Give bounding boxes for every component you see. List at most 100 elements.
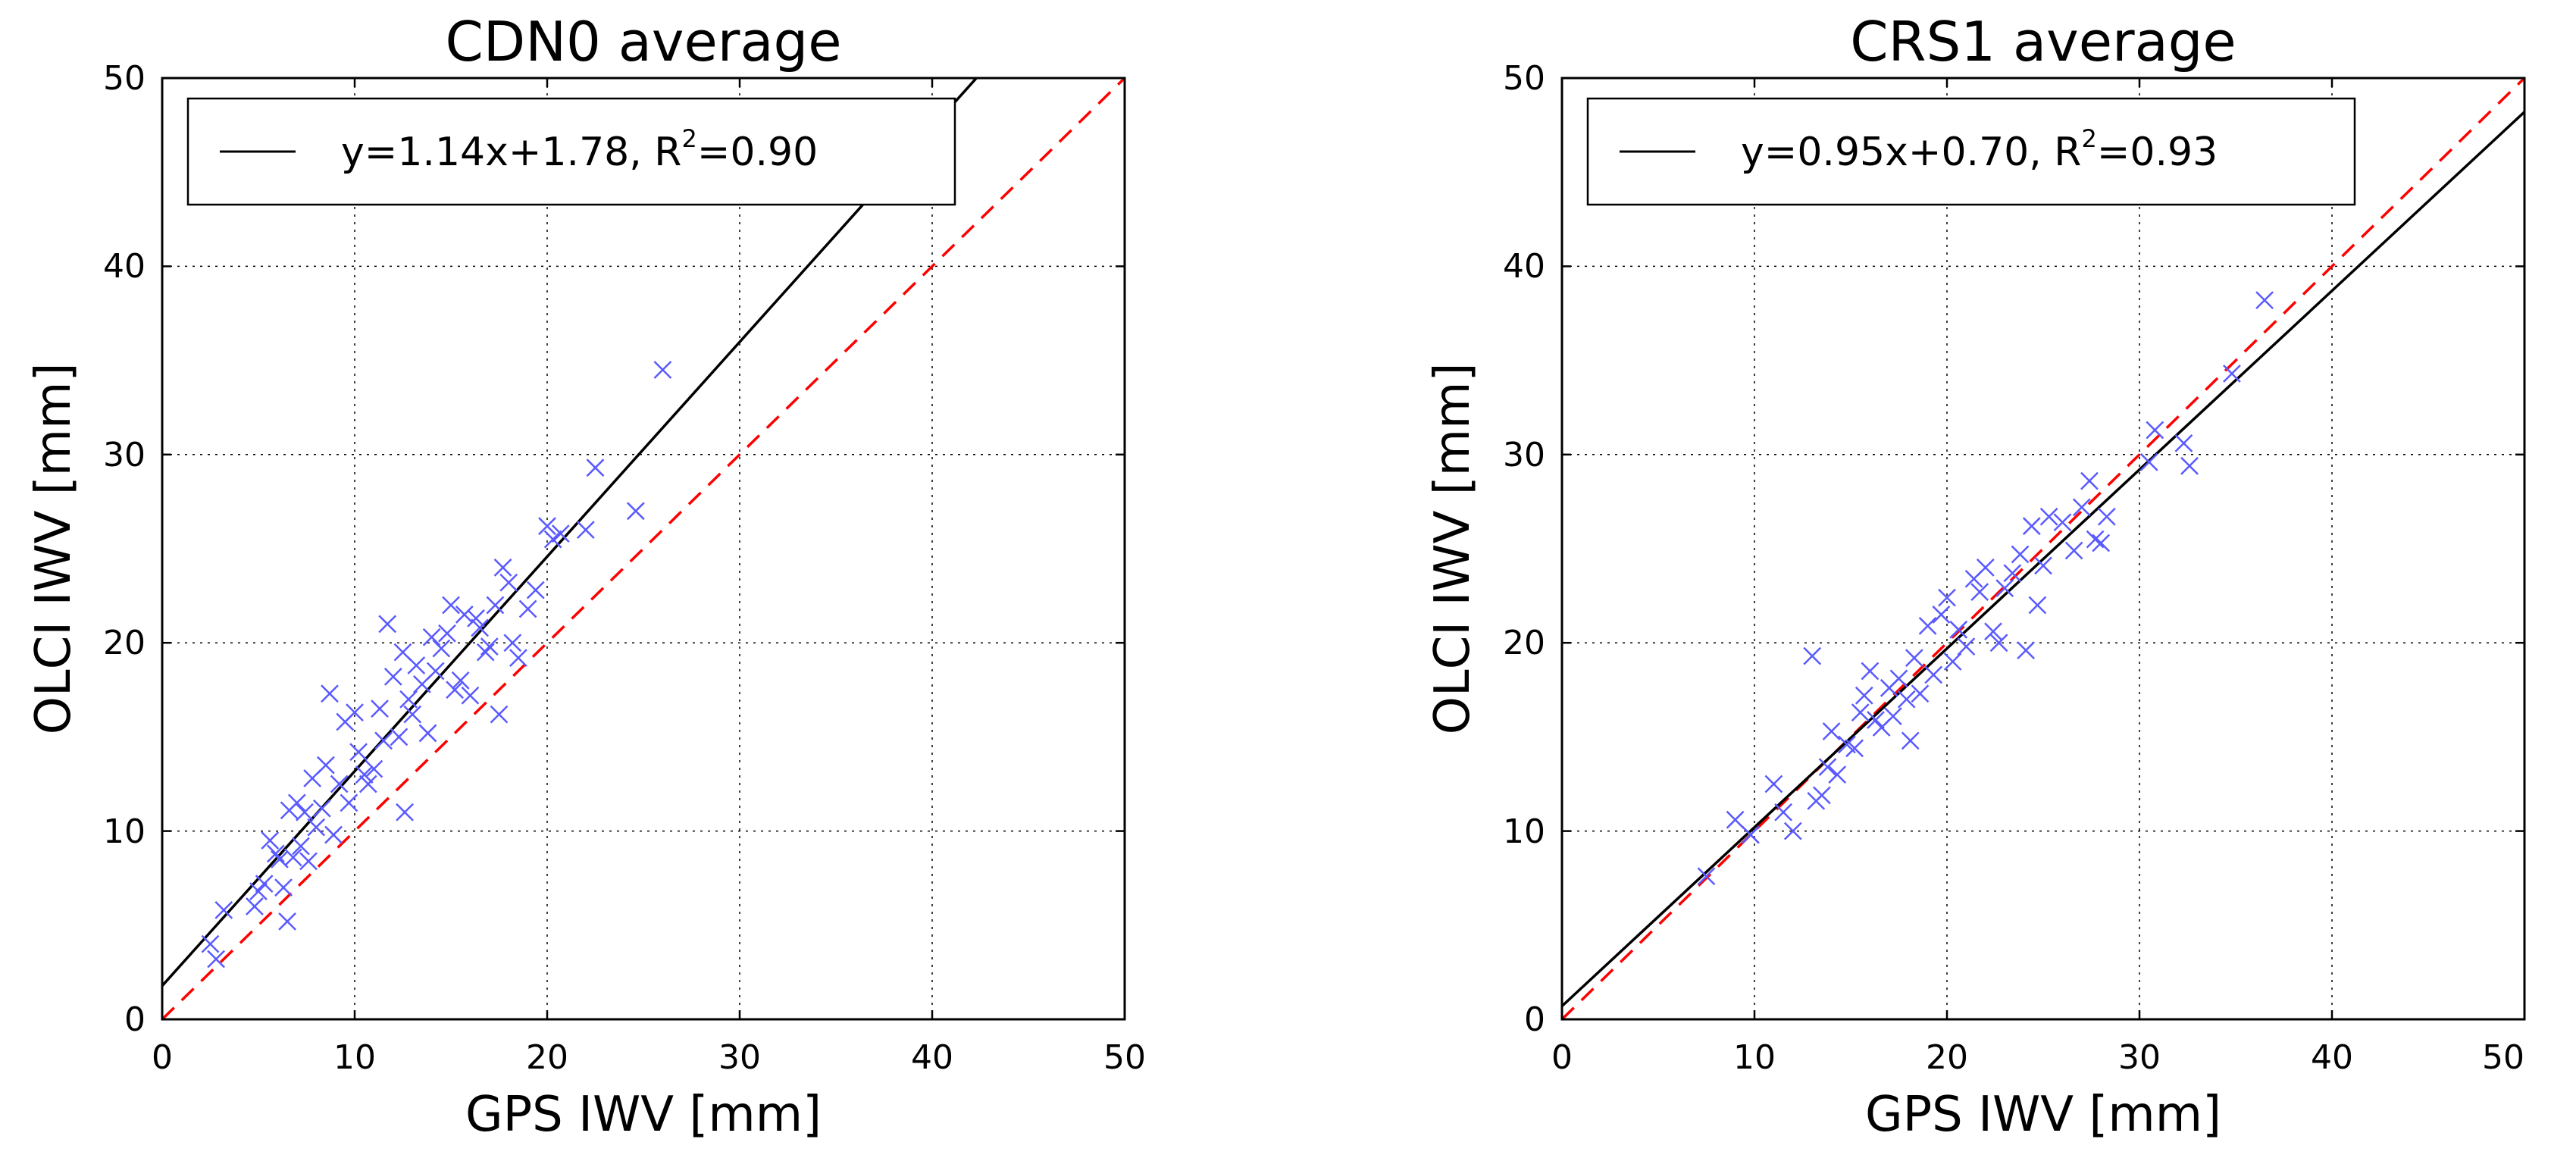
y-tick-label: 0 xyxy=(124,1000,146,1039)
data-point-stroke xyxy=(1938,588,1956,607)
data-point xyxy=(278,912,296,931)
data-point xyxy=(1861,662,1880,681)
data-point xyxy=(349,743,368,762)
data-point xyxy=(330,775,349,793)
data-point xyxy=(1957,637,1976,656)
data-point xyxy=(283,848,302,867)
data-point xyxy=(371,699,389,718)
legend-equation: y=1.14x+1.78, R xyxy=(341,130,681,175)
data-point xyxy=(518,599,537,618)
data-point xyxy=(2022,517,2041,536)
data-point-stroke xyxy=(499,573,518,592)
data-point xyxy=(2064,541,2083,560)
data-point-stroke xyxy=(426,662,445,681)
data-point xyxy=(2174,434,2193,452)
data-point-stroke xyxy=(1818,758,1837,777)
data-point xyxy=(2086,530,2105,549)
x-tick-label: 20 xyxy=(1926,1038,1968,1077)
plot-frame xyxy=(1560,77,2526,1021)
data-point xyxy=(1883,707,1902,725)
data-point-stroke xyxy=(299,852,318,871)
data-point-stroke xyxy=(407,656,426,674)
data-point-stroke xyxy=(317,756,335,775)
axis-ticks xyxy=(161,77,1126,1021)
data-point xyxy=(340,793,358,812)
data-point-stroke xyxy=(2011,545,2030,564)
x-tick-label: 20 xyxy=(526,1038,568,1077)
data-point xyxy=(1726,810,1745,829)
data-point xyxy=(358,775,377,793)
data-point-stroke xyxy=(2003,564,2022,583)
data-point xyxy=(1855,686,1873,705)
data-point-stroke xyxy=(2080,471,2099,490)
data-point xyxy=(1995,579,2014,598)
data-point xyxy=(266,844,285,863)
data-point-stroke xyxy=(374,731,393,750)
data-point-stroke xyxy=(576,521,595,540)
data-point-stroke xyxy=(471,618,489,637)
x-tick-label: 30 xyxy=(718,1038,761,1077)
data-point xyxy=(317,756,335,775)
data-point xyxy=(490,705,509,724)
data-point-stroke xyxy=(418,724,437,743)
data-point-stroke xyxy=(1726,810,1745,829)
data-point xyxy=(586,459,605,477)
data-point-stroke xyxy=(461,686,480,705)
data-point-stroke xyxy=(2028,596,2047,615)
data-points xyxy=(1697,291,2274,886)
data-point xyxy=(407,656,426,674)
chart-panel-crs1: CRS1 average 0 10 20 30 40 50 0 10 20 30… xyxy=(1425,10,2526,1143)
y-tick-label: 20 xyxy=(103,624,146,662)
data-point xyxy=(461,686,480,705)
data-point xyxy=(626,502,645,521)
x-tick-labels: 0 10 20 30 40 50 xyxy=(1551,1038,2524,1077)
axis-ticks xyxy=(1560,77,2526,1021)
data-point-stroke xyxy=(296,803,314,822)
data-point xyxy=(1867,711,1885,729)
data-point xyxy=(471,618,489,637)
x-tick-label: 40 xyxy=(2311,1038,2353,1077)
legend-superscript: 2 xyxy=(2081,124,2096,153)
data-point-stroke xyxy=(1803,646,1822,665)
data-point xyxy=(467,609,485,628)
data-point xyxy=(1932,606,1951,624)
y-tick-label: 10 xyxy=(103,812,146,851)
data-point-stroke xyxy=(493,558,512,577)
data-point-stroke xyxy=(586,459,605,477)
data-point-stroke xyxy=(321,684,339,703)
data-point xyxy=(1918,616,1937,635)
data-point-stroke xyxy=(1813,786,1831,805)
data-point xyxy=(2003,564,2022,583)
data-point-stroke xyxy=(551,524,570,543)
data-point-stroke xyxy=(543,530,562,549)
data-point xyxy=(1822,722,1841,740)
data-point xyxy=(2092,534,2111,552)
data-point xyxy=(355,765,374,784)
data-point-stroke xyxy=(476,643,495,662)
data-point-stroke xyxy=(396,803,414,822)
data-point-stroke xyxy=(291,837,310,856)
data-point xyxy=(493,558,512,577)
data-point-stroke xyxy=(2017,641,2036,660)
data-point xyxy=(321,684,339,703)
data-point xyxy=(1783,822,1802,840)
data-point-stroke xyxy=(266,844,285,863)
identity-line xyxy=(1562,78,2524,1019)
data-point xyxy=(291,837,310,856)
legend-r-squared: =0.90 xyxy=(697,130,818,175)
data-point-stroke xyxy=(1742,825,1760,844)
data-point xyxy=(418,724,437,743)
data-point-stroke xyxy=(355,765,374,784)
data-point xyxy=(476,643,495,662)
data-point xyxy=(1984,622,2002,641)
data-point-stroke xyxy=(214,901,233,919)
plot-area xyxy=(1562,78,2524,1019)
y-tick-label: 30 xyxy=(103,436,146,474)
data-point-stroke xyxy=(480,637,499,656)
data-point xyxy=(1924,665,1943,684)
data-point xyxy=(1774,803,1792,822)
data-point-stroke xyxy=(201,934,220,953)
legend-equation: y=0.95x+0.70, R xyxy=(1741,130,2081,175)
data-point xyxy=(455,606,474,624)
data-point xyxy=(201,934,220,953)
